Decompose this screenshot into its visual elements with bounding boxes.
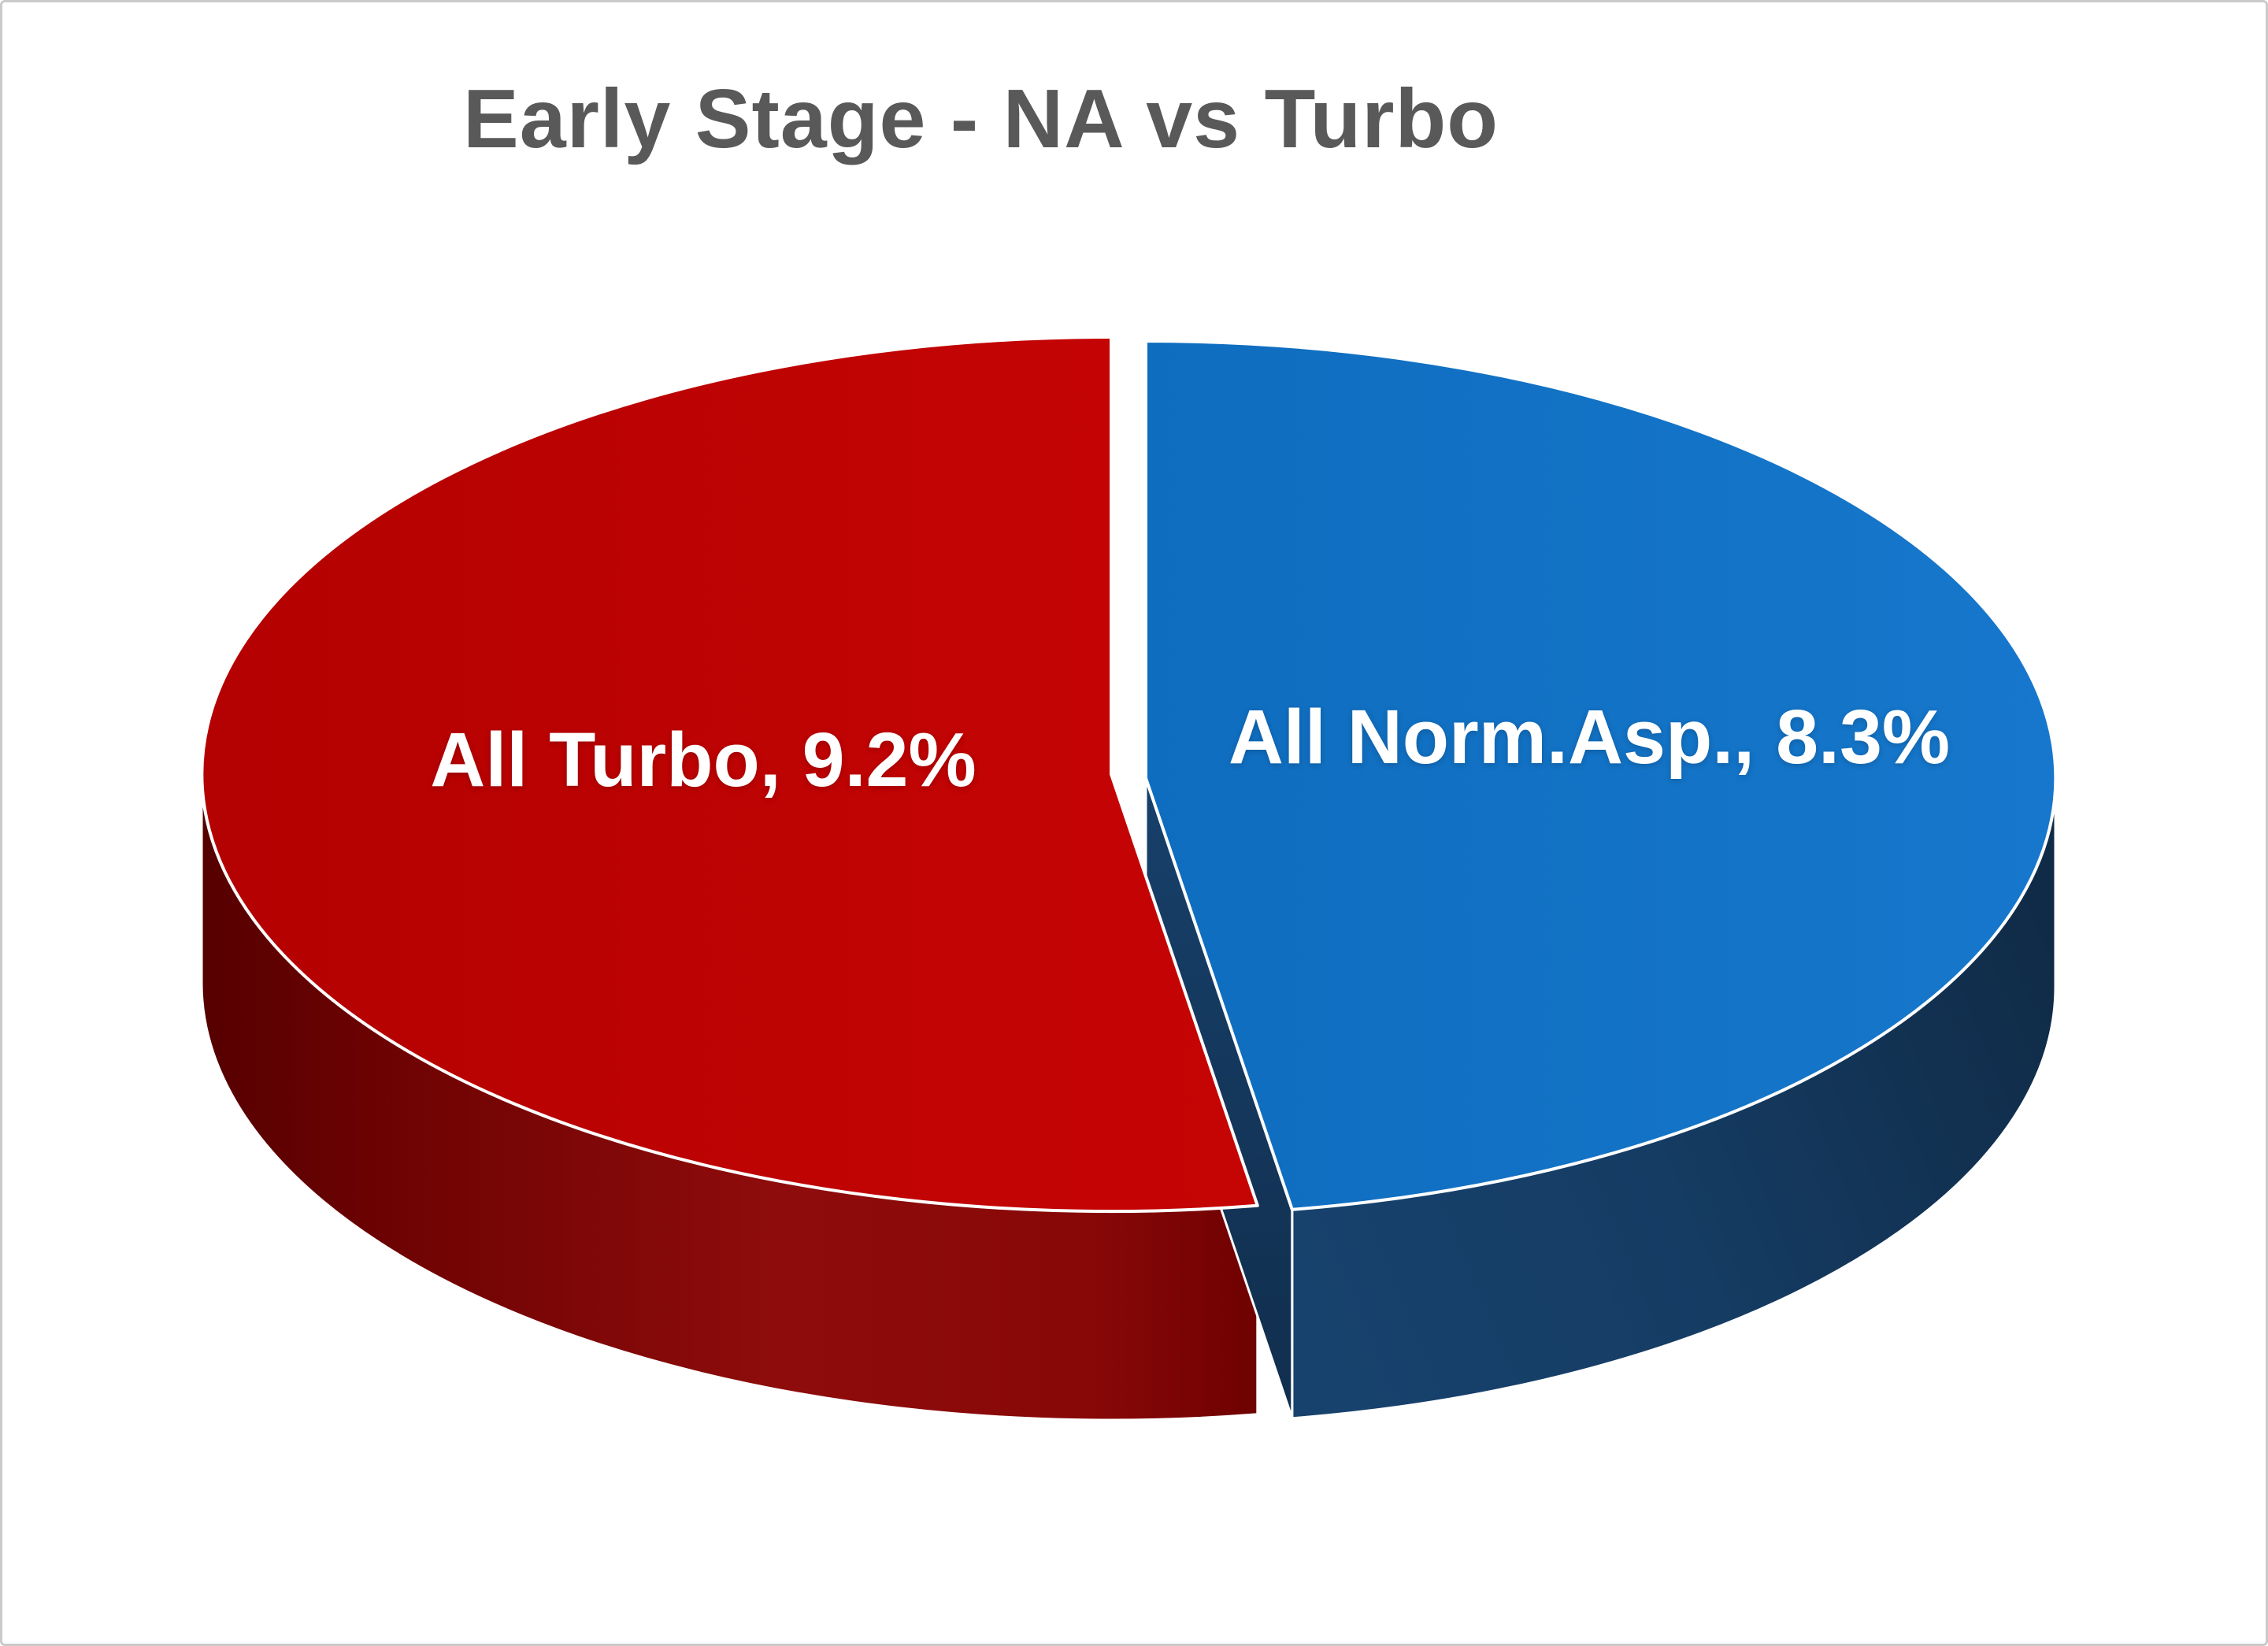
turbo-slice-label: All Turbo, 9.2%	[430, 717, 976, 803]
turbo-slice-top	[200, 336, 1259, 1213]
na-slice-top	[1144, 339, 2058, 1211]
chart-title: Early Stage - NA vs Turbo	[463, 72, 1499, 165]
na-slice-label: All Norm.Asp., 8.3%	[1228, 694, 1951, 780]
